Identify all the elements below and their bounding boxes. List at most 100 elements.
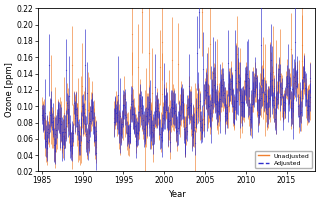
Point xyxy=(252,86,257,89)
Point xyxy=(127,124,132,128)
Point xyxy=(283,83,288,86)
Point xyxy=(143,106,148,109)
Point xyxy=(307,104,312,107)
Point xyxy=(164,110,170,113)
Point xyxy=(172,113,178,116)
Point xyxy=(137,114,142,118)
Point xyxy=(166,120,172,123)
Point xyxy=(206,104,211,108)
Point xyxy=(157,132,163,136)
Point xyxy=(286,83,291,86)
Point xyxy=(50,120,55,123)
Point xyxy=(215,109,220,112)
Point xyxy=(297,105,302,108)
Point xyxy=(226,61,231,65)
Point xyxy=(160,117,165,120)
Point xyxy=(240,110,245,113)
Point xyxy=(171,106,176,110)
Point xyxy=(48,113,53,116)
Point xyxy=(218,93,223,96)
Point xyxy=(181,128,187,131)
Point xyxy=(131,119,136,123)
Point xyxy=(71,107,76,110)
Point xyxy=(41,114,46,117)
Point xyxy=(182,141,187,144)
Point xyxy=(124,132,129,135)
Point xyxy=(265,95,270,98)
Point xyxy=(293,72,298,75)
Point xyxy=(149,131,155,134)
Point xyxy=(298,102,303,105)
Point xyxy=(242,102,247,105)
Point xyxy=(233,76,238,79)
Point xyxy=(40,115,45,119)
Point xyxy=(221,92,227,95)
Point xyxy=(157,121,162,125)
Point xyxy=(249,108,254,112)
Point xyxy=(112,112,117,115)
Point xyxy=(226,87,231,90)
Point xyxy=(198,125,204,129)
Point xyxy=(126,135,132,138)
Point xyxy=(84,141,89,145)
Point xyxy=(173,122,178,125)
Point xyxy=(260,78,265,82)
Point xyxy=(75,123,80,126)
Point xyxy=(276,68,282,71)
Point xyxy=(257,102,262,105)
Point xyxy=(266,107,271,110)
Point xyxy=(116,93,121,97)
Point xyxy=(84,134,89,137)
Point xyxy=(279,92,284,95)
Point xyxy=(296,98,301,101)
Point xyxy=(255,111,260,114)
Point xyxy=(181,102,186,105)
Point xyxy=(255,114,260,117)
Point xyxy=(92,136,98,139)
Point xyxy=(217,100,222,103)
Point xyxy=(200,68,205,71)
Point xyxy=(82,63,87,66)
Point xyxy=(66,121,71,125)
Point xyxy=(295,79,300,83)
Point xyxy=(155,106,160,109)
Point xyxy=(126,139,132,142)
Point xyxy=(247,117,252,121)
Point xyxy=(179,102,184,105)
Point xyxy=(188,115,193,119)
Point xyxy=(126,132,131,135)
Point xyxy=(167,135,172,139)
Point xyxy=(220,93,225,96)
Point xyxy=(203,88,208,92)
Point xyxy=(139,11,144,14)
Point xyxy=(267,89,272,92)
Point xyxy=(221,78,226,81)
Point xyxy=(89,107,94,110)
Point xyxy=(196,95,201,99)
Point xyxy=(84,133,89,136)
Point xyxy=(249,98,254,102)
Point xyxy=(58,129,63,132)
Point xyxy=(151,126,156,129)
Point xyxy=(280,105,285,108)
Point xyxy=(78,127,83,131)
Point xyxy=(300,81,306,84)
Point xyxy=(82,111,87,114)
Point xyxy=(65,103,70,106)
Point xyxy=(238,101,244,104)
Point xyxy=(139,109,144,112)
Point xyxy=(112,109,117,112)
Point xyxy=(85,140,90,143)
Point xyxy=(235,100,240,103)
Point xyxy=(261,93,267,96)
Point xyxy=(255,94,260,97)
Point xyxy=(228,81,233,84)
Point xyxy=(236,74,241,77)
Point xyxy=(241,101,246,104)
Point xyxy=(116,113,121,116)
Point xyxy=(262,93,268,96)
Point xyxy=(287,91,292,94)
Point xyxy=(63,124,68,128)
Point xyxy=(208,112,213,116)
Point xyxy=(67,132,72,135)
